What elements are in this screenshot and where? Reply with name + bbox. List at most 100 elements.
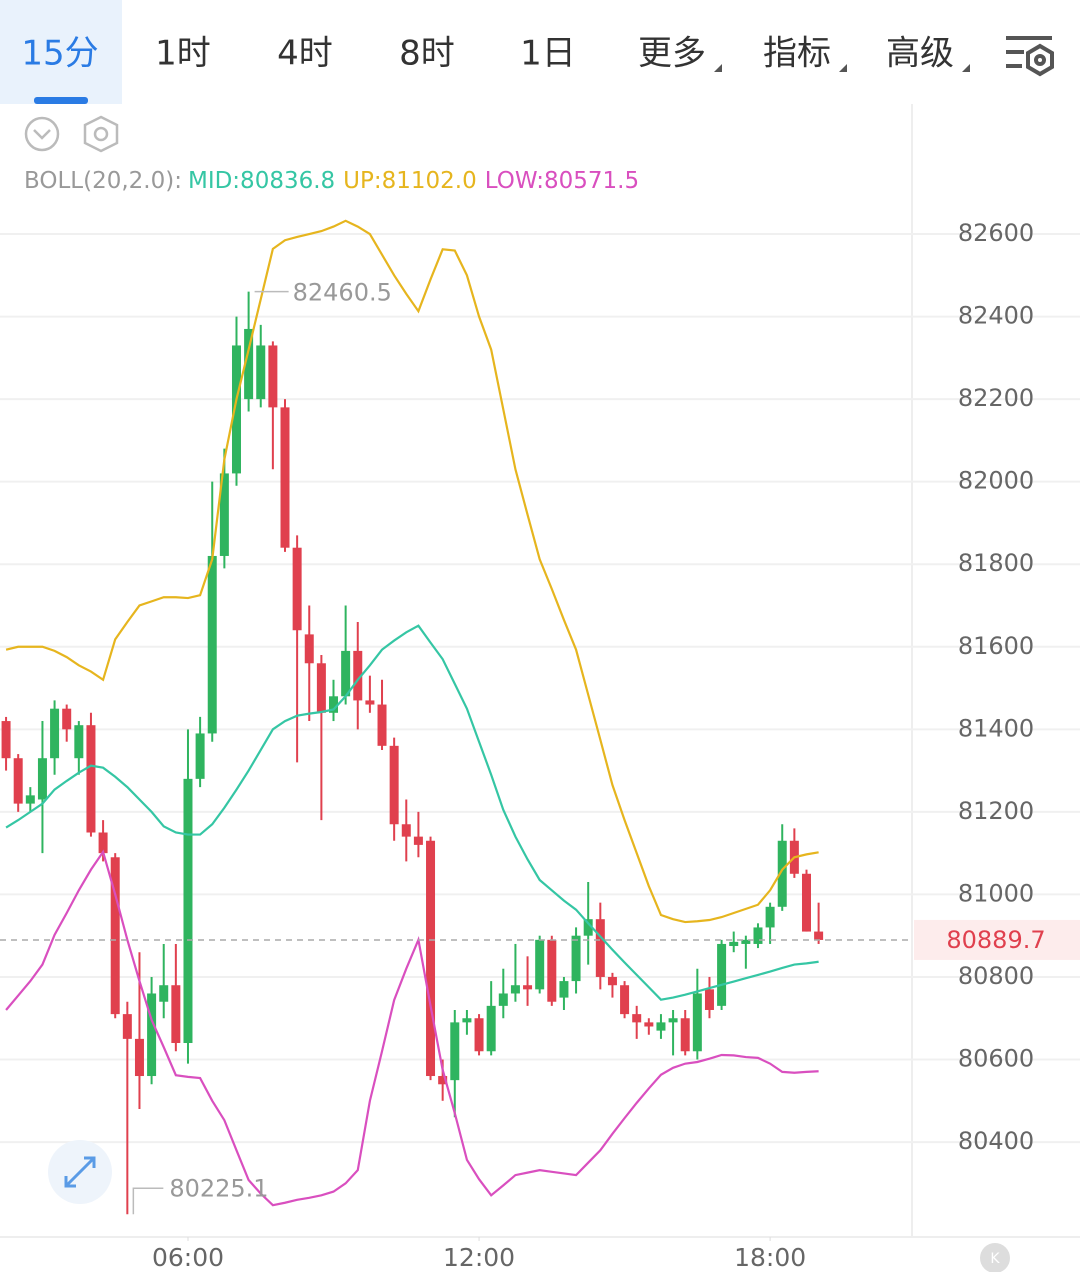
y-tick-label: 81800 xyxy=(958,549,1034,577)
y-tick-label: 81000 xyxy=(958,879,1034,907)
candle-body xyxy=(583,919,593,936)
candle-body xyxy=(316,663,326,713)
candle-body xyxy=(753,927,763,944)
candle-body xyxy=(401,824,411,837)
candle-body xyxy=(801,873,811,932)
boll-line xyxy=(5,219,819,924)
y-tick-label: 81400 xyxy=(958,714,1034,742)
candle-body xyxy=(98,832,108,854)
candle-body xyxy=(329,696,339,713)
candle-body xyxy=(668,1018,678,1023)
candle-body xyxy=(268,345,278,408)
candle-body xyxy=(559,981,569,998)
candle-body xyxy=(814,931,824,940)
low-pointer xyxy=(132,1187,164,1215)
candle-body xyxy=(523,985,533,990)
candle-body xyxy=(159,985,169,1002)
legend-entry: UP:81102.0 xyxy=(343,168,477,194)
candle-body xyxy=(122,1014,132,1039)
candle-body xyxy=(607,976,617,986)
candle-body xyxy=(365,700,375,705)
candle-body xyxy=(171,985,181,1044)
collapse-icon[interactable] xyxy=(24,116,60,152)
candle-body xyxy=(244,328,254,400)
candle-body xyxy=(147,993,157,1077)
candle-body xyxy=(535,939,545,990)
tab[interactable]: 4时 xyxy=(277,34,333,74)
candle-body xyxy=(110,857,120,1015)
last-price-box xyxy=(914,919,1080,960)
tab[interactable]: 高级 xyxy=(886,34,954,74)
tab[interactable]: 指标 xyxy=(763,34,831,74)
candle-body xyxy=(280,407,290,548)
candle-body xyxy=(547,939,557,1002)
y-tick-label: 82600 xyxy=(958,219,1034,247)
candle-body xyxy=(438,1076,448,1085)
svg-text:K: K xyxy=(990,1251,1000,1267)
y-tick-label: 81600 xyxy=(958,632,1034,660)
candle-body xyxy=(474,1018,484,1052)
high-label: 82460.5 xyxy=(293,279,392,307)
candle-body xyxy=(207,555,217,734)
k-icon[interactable]: K xyxy=(980,1243,1010,1273)
dropdown-arrow xyxy=(839,64,847,72)
settings-icon[interactable] xyxy=(1006,36,1054,77)
candle-body xyxy=(620,985,630,1015)
legend-entry: MID:80836.8 xyxy=(188,168,335,194)
tab[interactable]: 15分 xyxy=(21,34,98,74)
fullscreen-icon[interactable] xyxy=(48,1140,112,1204)
candle-body xyxy=(510,985,520,994)
y-tick-label: 80400 xyxy=(958,1127,1034,1155)
x-tick-label: 12:00 xyxy=(443,1243,515,1272)
candle-body xyxy=(304,634,314,664)
candle-body xyxy=(741,939,751,944)
dropdown-arrow xyxy=(714,64,722,72)
tab[interactable]: 1日 xyxy=(520,34,576,74)
indicator-name: BOLL(20,2.0): xyxy=(24,168,182,194)
candle-body xyxy=(571,935,581,982)
candle-body xyxy=(680,1018,690,1052)
last-price-label: 80889.7 xyxy=(946,926,1045,954)
candle-body xyxy=(486,1005,496,1052)
candle-body xyxy=(692,993,702,1052)
candle-body xyxy=(644,1022,654,1027)
indicator-legend: BOLL(20,2.0): MID:80836.8 UP:81102.0 LOW:80… xyxy=(24,168,639,194)
candle-body xyxy=(426,840,436,1077)
y-tick-label: 80600 xyxy=(958,1045,1034,1073)
candle-body xyxy=(256,345,266,400)
candle-body xyxy=(498,993,508,1006)
candle-body xyxy=(292,547,302,631)
candle-body xyxy=(717,943,727,1006)
candle-body xyxy=(341,650,351,697)
candle-body xyxy=(377,704,387,746)
candle-body xyxy=(729,941,739,947)
candle-body xyxy=(595,919,605,977)
candle-body xyxy=(74,725,84,759)
candle-body xyxy=(765,906,775,928)
candle-body xyxy=(1,721,11,759)
y-tick-label: 82000 xyxy=(958,467,1034,495)
candle-body xyxy=(195,733,205,779)
boll-line xyxy=(5,624,819,1001)
legend-entry: LOW:80571.5 xyxy=(485,168,639,194)
candle-body xyxy=(656,1022,666,1031)
active-tab-bg xyxy=(0,0,122,104)
indicator-settings-icon[interactable] xyxy=(83,115,119,153)
tab[interactable]: 8时 xyxy=(399,34,455,74)
active-tab-indicator xyxy=(34,97,88,104)
candle-body xyxy=(50,708,60,759)
tab[interactable]: 1时 xyxy=(155,34,211,74)
x-tick-label: 06:00 xyxy=(152,1243,224,1272)
boll-line xyxy=(5,849,819,1207)
candle-body xyxy=(632,1014,642,1023)
candle-body xyxy=(37,758,47,800)
candle-body xyxy=(183,778,193,1044)
candle-body xyxy=(389,745,399,825)
candle-body xyxy=(25,795,35,804)
y-tick-label: 82400 xyxy=(958,302,1034,330)
candle-body xyxy=(86,725,96,833)
tab[interactable]: 更多 xyxy=(638,34,706,74)
candle-body xyxy=(462,1018,472,1023)
